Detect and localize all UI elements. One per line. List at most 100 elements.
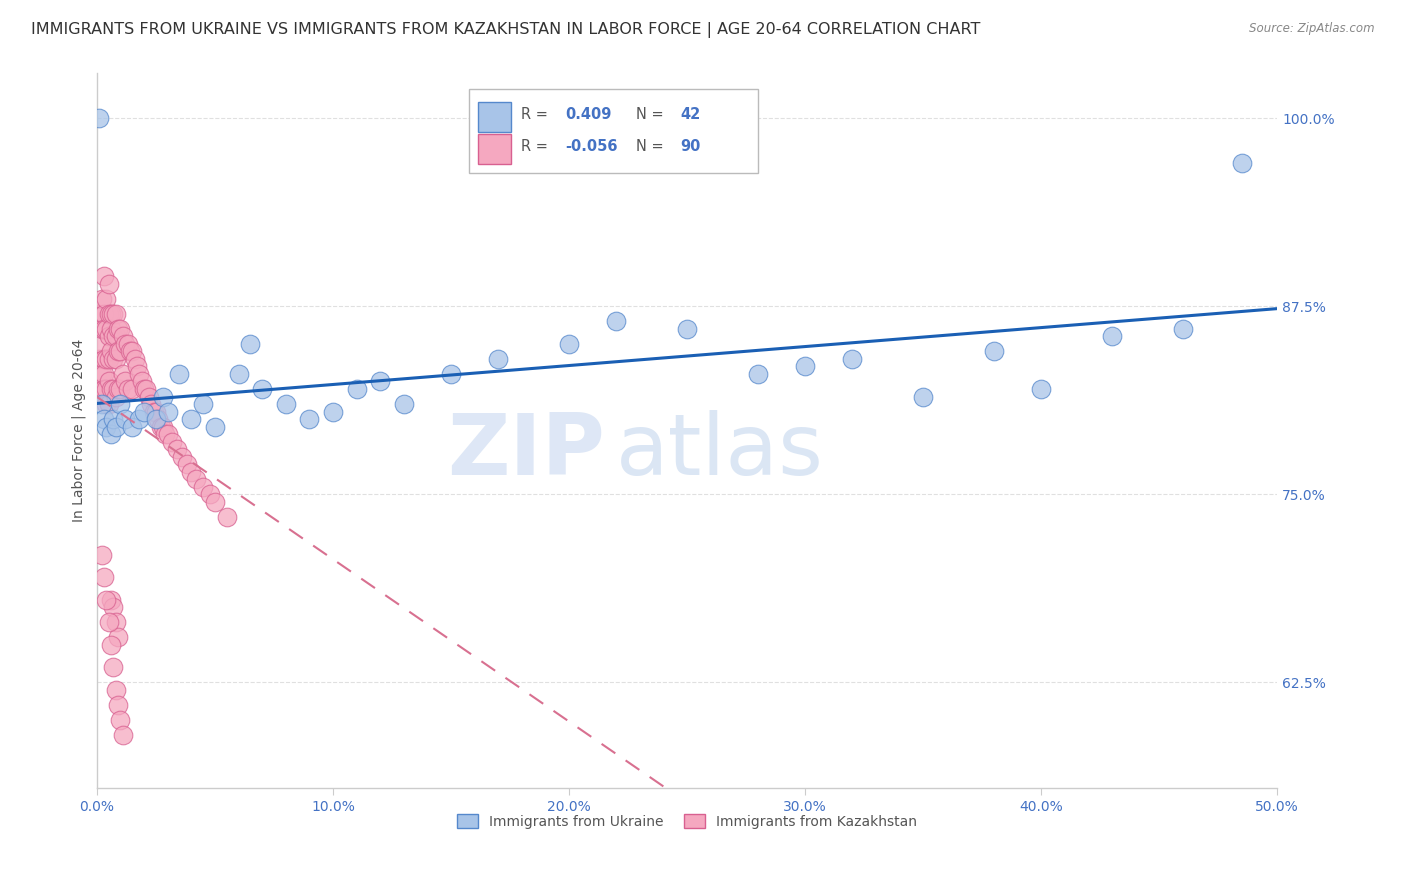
Point bbox=[1101, 329, 1123, 343]
Point bbox=[97, 375, 120, 389]
Point bbox=[392, 397, 415, 411]
Point bbox=[103, 412, 125, 426]
Point bbox=[131, 375, 153, 389]
Point bbox=[149, 419, 172, 434]
Point bbox=[605, 314, 627, 328]
Point bbox=[100, 344, 122, 359]
Point bbox=[322, 404, 344, 418]
Point bbox=[107, 631, 129, 645]
Point bbox=[228, 367, 250, 381]
Point bbox=[138, 390, 160, 404]
Text: 42: 42 bbox=[681, 107, 700, 122]
Point bbox=[110, 382, 132, 396]
Point bbox=[156, 427, 179, 442]
Point bbox=[96, 322, 118, 336]
Point bbox=[128, 367, 150, 381]
Point bbox=[132, 382, 155, 396]
Point bbox=[1171, 322, 1194, 336]
Point bbox=[110, 713, 132, 727]
Point bbox=[89, 351, 111, 366]
Point bbox=[983, 344, 1005, 359]
Point bbox=[155, 427, 177, 442]
Point bbox=[97, 307, 120, 321]
FancyBboxPatch shape bbox=[478, 103, 512, 132]
Text: 90: 90 bbox=[681, 139, 700, 154]
Point bbox=[107, 322, 129, 336]
Point bbox=[440, 367, 463, 381]
Point bbox=[97, 329, 120, 343]
Point bbox=[96, 351, 118, 366]
Point bbox=[184, 472, 207, 486]
Point bbox=[558, 337, 581, 351]
Point bbox=[90, 548, 112, 562]
Point bbox=[93, 351, 115, 366]
Point bbox=[135, 382, 157, 396]
Point bbox=[100, 427, 122, 442]
Point bbox=[204, 419, 226, 434]
Point bbox=[90, 322, 112, 336]
Point bbox=[346, 382, 368, 396]
Point bbox=[93, 367, 115, 381]
Point bbox=[121, 344, 143, 359]
Text: ZIP: ZIP bbox=[447, 410, 605, 493]
Text: N =: N = bbox=[637, 139, 669, 154]
Point bbox=[486, 351, 509, 366]
Point bbox=[114, 337, 136, 351]
Point bbox=[104, 683, 127, 698]
Point bbox=[96, 592, 118, 607]
Point bbox=[166, 442, 188, 457]
Point bbox=[145, 404, 167, 418]
Point bbox=[250, 382, 273, 396]
Point bbox=[128, 412, 150, 426]
Point bbox=[97, 351, 120, 366]
Point bbox=[180, 412, 202, 426]
Point bbox=[93, 322, 115, 336]
Point bbox=[100, 382, 122, 396]
Point bbox=[107, 698, 129, 712]
Point bbox=[198, 487, 221, 501]
Point bbox=[145, 412, 167, 426]
Point bbox=[841, 351, 863, 366]
Text: atlas: atlas bbox=[616, 410, 824, 493]
Point bbox=[90, 337, 112, 351]
Point bbox=[96, 397, 118, 411]
Point bbox=[104, 615, 127, 630]
Point bbox=[141, 397, 163, 411]
Point bbox=[96, 292, 118, 306]
Point bbox=[93, 412, 115, 426]
Point bbox=[794, 359, 817, 374]
Point bbox=[239, 337, 262, 351]
Point bbox=[111, 728, 134, 742]
Point bbox=[152, 419, 174, 434]
Point bbox=[107, 344, 129, 359]
Point bbox=[191, 480, 214, 494]
Point bbox=[90, 367, 112, 381]
Text: R =: R = bbox=[520, 107, 553, 122]
Point bbox=[191, 397, 214, 411]
Point bbox=[124, 351, 146, 366]
Point bbox=[103, 600, 125, 615]
Point bbox=[96, 382, 118, 396]
Point bbox=[93, 269, 115, 284]
Text: Source: ZipAtlas.com: Source: ZipAtlas.com bbox=[1250, 22, 1375, 36]
Text: R =: R = bbox=[520, 139, 553, 154]
Point bbox=[132, 404, 155, 418]
Point bbox=[676, 322, 699, 336]
Point bbox=[114, 375, 136, 389]
Point bbox=[170, 450, 193, 464]
Point bbox=[97, 277, 120, 291]
Point bbox=[104, 390, 127, 404]
Point bbox=[97, 615, 120, 630]
Point bbox=[204, 495, 226, 509]
Point bbox=[180, 465, 202, 479]
Point bbox=[121, 382, 143, 396]
Point bbox=[1031, 382, 1053, 396]
Y-axis label: In Labor Force | Age 20-64: In Labor Force | Age 20-64 bbox=[72, 339, 86, 522]
FancyBboxPatch shape bbox=[468, 88, 758, 173]
Point bbox=[93, 382, 115, 396]
Point bbox=[118, 344, 141, 359]
Point bbox=[89, 382, 111, 396]
Text: -0.056: -0.056 bbox=[565, 139, 619, 154]
Point bbox=[148, 412, 170, 426]
Point bbox=[142, 404, 165, 418]
